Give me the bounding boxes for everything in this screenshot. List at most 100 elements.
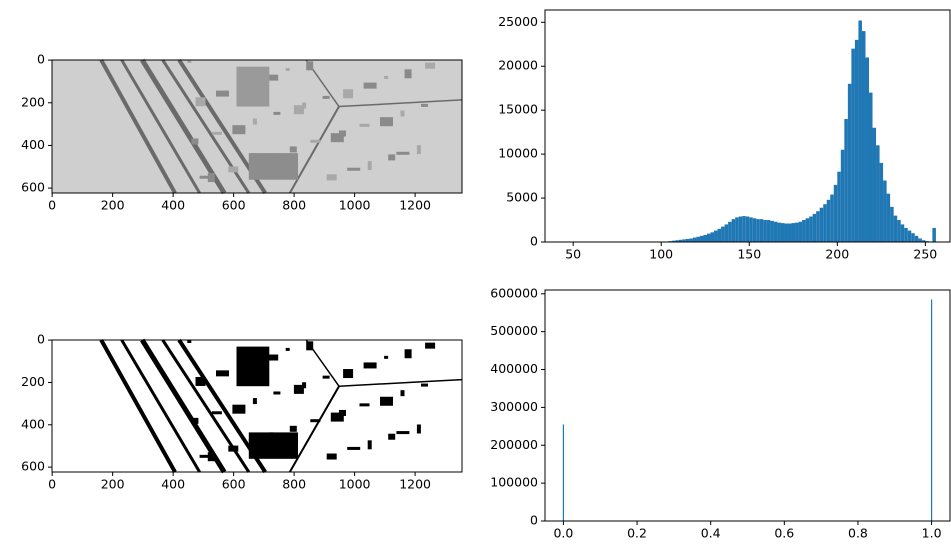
building — [400, 390, 405, 397]
hist-bar — [777, 222, 781, 242]
building — [421, 383, 428, 387]
building — [211, 131, 222, 135]
hist-bar — [830, 194, 834, 242]
building — [425, 62, 436, 69]
hist-bar — [696, 236, 700, 242]
building — [404, 349, 412, 359]
y-tick-label: 100000 — [490, 475, 538, 490]
building — [425, 342, 436, 349]
x-tick-label: 400 — [161, 477, 185, 492]
x-tick-label: 1200 — [399, 477, 431, 492]
hist-bar — [692, 237, 697, 242]
hist-bar — [816, 211, 820, 242]
road — [338, 378, 463, 387]
building — [211, 411, 222, 415]
building — [310, 419, 321, 423]
hist-bar — [890, 206, 894, 242]
hist-bar — [837, 171, 841, 242]
hist-bar — [826, 199, 831, 242]
building — [252, 118, 257, 125]
hist-bar — [911, 233, 915, 242]
bar — [562, 424, 565, 521]
building — [187, 340, 192, 343]
axes-frame — [544, 9, 951, 243]
hist-bar — [840, 149, 845, 242]
building — [421, 103, 428, 107]
x-tick-label: 0.2 — [627, 526, 647, 541]
building — [187, 60, 192, 63]
x-tick-label: 200 — [825, 247, 849, 262]
hist-bar — [879, 162, 884, 242]
building — [232, 404, 246, 414]
building — [363, 362, 377, 369]
y-tick-label: 300000 — [490, 399, 538, 414]
runway — [120, 59, 201, 194]
hist-bar — [784, 223, 788, 242]
road — [338, 99, 463, 108]
building — [380, 396, 393, 406]
hist-bar — [805, 218, 810, 242]
hist-bar — [921, 240, 926, 242]
hist-bar — [844, 118, 848, 242]
building — [326, 174, 337, 181]
hist-bar — [763, 220, 767, 242]
runway — [120, 339, 201, 473]
hist-bar — [689, 238, 693, 242]
y-tick-label: 0 — [530, 513, 538, 528]
building — [326, 453, 337, 460]
hist-bar — [742, 216, 746, 242]
building — [388, 433, 396, 440]
hist-bar — [900, 224, 905, 242]
x-tick-label: 400 — [161, 198, 185, 213]
hist-bar — [907, 230, 912, 242]
hist-bar — [724, 224, 729, 242]
building — [359, 123, 370, 127]
building — [265, 74, 279, 81]
building — [216, 370, 229, 377]
building — [330, 133, 344, 143]
y-tick-label: 600 — [21, 180, 45, 195]
building — [216, 90, 229, 97]
building — [199, 175, 213, 179]
hist-bar — [802, 220, 806, 242]
building — [384, 355, 389, 359]
x-tick-label: 600 — [222, 198, 246, 213]
hist-bar — [728, 221, 732, 242]
y-tick-label: 15000 — [498, 102, 538, 117]
y-tick-label: 600 — [21, 459, 45, 474]
hist-bar — [847, 83, 852, 243]
hist-bar — [854, 39, 859, 243]
building — [343, 89, 354, 99]
building — [330, 412, 344, 422]
building — [347, 167, 361, 171]
hist-bar — [883, 180, 887, 242]
x-tick-label: 150 — [737, 247, 761, 262]
building — [285, 67, 290, 71]
y-tick-label: 200000 — [490, 437, 538, 452]
building — [293, 105, 304, 115]
building — [322, 95, 330, 99]
image — [52, 338, 463, 474]
hist-bar — [893, 215, 898, 242]
hist-bar — [745, 216, 750, 242]
axes-frame — [544, 289, 951, 522]
apron — [248, 432, 298, 459]
building — [252, 398, 257, 405]
building — [322, 375, 330, 379]
building — [306, 341, 314, 351]
x-tick-label: 0 — [48, 198, 56, 213]
runway — [140, 338, 227, 474]
y-tick-label: 500000 — [490, 323, 538, 338]
y-tick-label: 400 — [21, 416, 45, 431]
hist-bar — [766, 220, 771, 242]
building — [416, 145, 421, 155]
x-tick-label: 1200 — [399, 198, 431, 213]
hist-bar — [678, 239, 683, 242]
building — [228, 166, 239, 173]
x-tick-label: 1000 — [339, 198, 371, 213]
hist-bar — [819, 207, 824, 242]
hist-bar — [780, 223, 785, 242]
hist-bar — [756, 219, 760, 242]
y-tick-label: 200 — [21, 94, 45, 109]
hist-bar — [707, 233, 711, 242]
